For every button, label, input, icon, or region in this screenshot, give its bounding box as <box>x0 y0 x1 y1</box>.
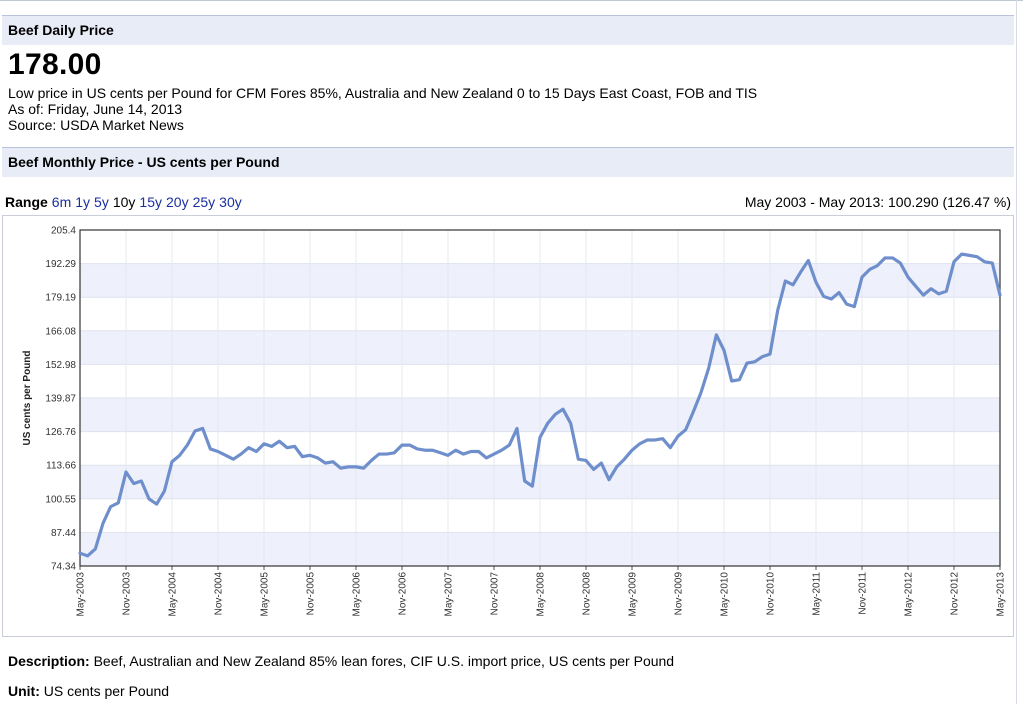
x-tick-label: Nov-2011 <box>858 572 869 615</box>
monthly-price-header: Beef Monthly Price - US cents per Pound <box>2 147 1014 177</box>
daily-price-as-of: As of: Friday, June 14, 2013 <box>8 101 183 117</box>
x-tick-label: May-2006 <box>352 572 363 617</box>
range-option-30y[interactable]: 30y <box>219 194 242 210</box>
x-tick-label: May-2010 <box>720 572 731 617</box>
x-tick-label: May-2007 <box>444 572 455 617</box>
daily-price-description: Low price in US cents per Pound for CFM … <box>8 85 758 101</box>
y-tick-label: 179.19 <box>45 293 76 304</box>
x-tick-label: May-2008 <box>536 572 547 617</box>
x-tick-label: Nov-2007 <box>490 572 501 616</box>
range-option-5y[interactable]: 5y <box>94 194 109 210</box>
x-tick-label: Nov-2010 <box>766 572 777 616</box>
range-option-6m[interactable]: 6m <box>51 194 72 210</box>
unit-text: US cents per Pound <box>43 683 170 699</box>
y-tick-label: 113.66 <box>46 461 76 472</box>
x-tick-label: Nov-2004 <box>214 572 225 616</box>
x-tick-label: May-2011 <box>812 572 823 616</box>
x-tick-label: May-2012 <box>904 572 915 617</box>
y-tick-label: 166.08 <box>45 326 76 337</box>
daily-price-header: Beef Daily Price <box>2 15 1014 45</box>
range-options: 6m 1y 5y 10y 15y 20y 25y 30y <box>52 194 246 210</box>
range-option-10y: 10y <box>112 194 136 210</box>
y-tick-label: 100.55 <box>45 494 76 505</box>
range-option-25y[interactable]: 25y <box>192 194 216 210</box>
daily-price-value: 178.00 <box>8 48 102 81</box>
y-tick-label: 192.29 <box>45 259 76 270</box>
unit-label: Unit: <box>8 683 40 699</box>
monthly-price-chart: 205.4 192.29 179.19 166.08 152.98 139.87 126.7… <box>2 215 1014 637</box>
top-rule <box>0 0 1023 1</box>
unit-row: Unit: US cents per Pound <box>8 683 169 700</box>
y-tick-label: 205.4 <box>51 226 76 237</box>
x-tick-label: Nov-2003 <box>122 572 133 616</box>
y-tick-label: 139.87 <box>45 394 76 405</box>
range-option-1y[interactable]: 1y <box>75 194 91 210</box>
x-tick-label: May-2013 <box>996 572 1007 617</box>
x-tick-label: Nov-2008 <box>582 572 593 616</box>
range-option-20y[interactable]: 20y <box>166 194 189 210</box>
range-selector: Range 6m 1y 5y 10y 15y 20y 25y 30y <box>5 194 246 211</box>
description-label: Description: <box>8 653 90 669</box>
x-tick-label: Nov-2009 <box>674 572 685 616</box>
range-option-15y[interactable]: 15y <box>139 194 162 210</box>
y-tick-label: 152.98 <box>45 360 76 371</box>
y-tick-label: 126.76 <box>45 427 76 438</box>
description-row: Description: Beef, Australian and New Ze… <box>8 653 674 670</box>
x-tick-label: Nov-2012 <box>950 572 961 616</box>
description-text: Beef, Australian and New Zealand 85% lea… <box>93 653 675 669</box>
chart-svg: 205.4 192.29 179.19 166.08 152.98 139.87 126.7… <box>22 226 1007 617</box>
x-tick-label: May-2004 <box>168 572 179 617</box>
x-tick-label: May-2005 <box>260 572 271 617</box>
y-tick-label: 74.34 <box>51 562 76 573</box>
y-tick-label: 87.44 <box>51 528 76 539</box>
price-series-line <box>78 252 1002 558</box>
range-summary: May 2003 - May 2013: 100.290 (126.47 %) <box>744 194 1011 210</box>
plot-frame <box>79 229 1001 567</box>
right-rule <box>1016 0 1017 704</box>
daily-price-source: Source: USDA Market News <box>8 117 184 133</box>
x-tick-label: Nov-2005 <box>306 572 317 616</box>
x-tick-label: May-2009 <box>628 572 639 617</box>
y-axis-title: US cents per Pound <box>22 350 33 445</box>
range-label: Range <box>5 194 48 210</box>
x-tick-label: May-2003 <box>76 572 87 617</box>
x-tick-label: Nov-2006 <box>398 572 409 616</box>
